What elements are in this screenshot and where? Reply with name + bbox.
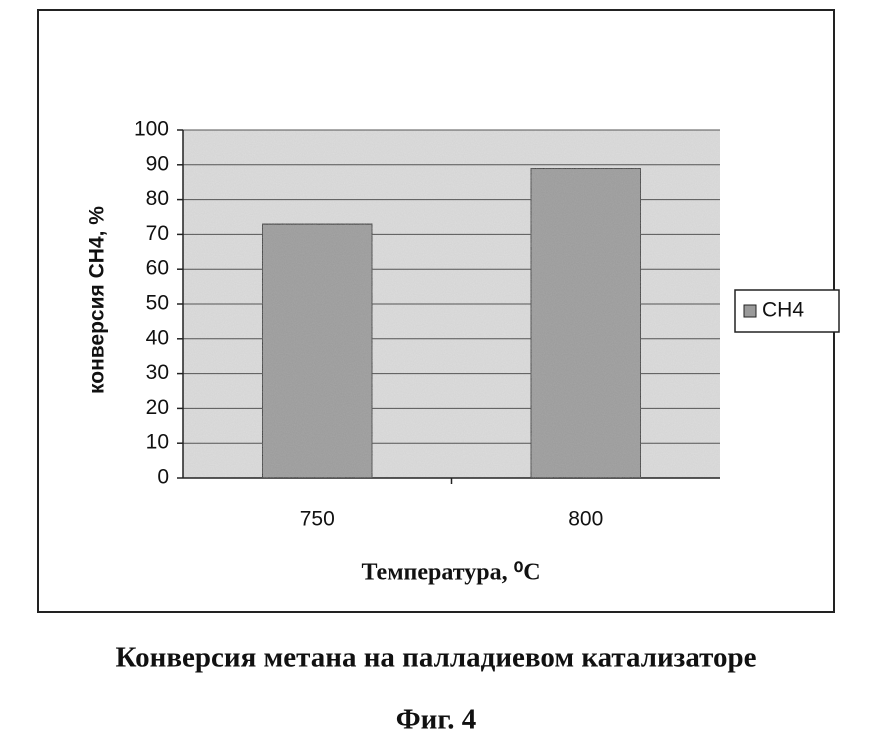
legend-swatch [744, 305, 756, 317]
y-tick-label: 70 [146, 222, 169, 245]
y-tick-label: 30 [146, 361, 169, 384]
bar [531, 168, 641, 478]
x-tick-label: 800 [568, 508, 603, 531]
figure-label: Фиг. 4 [396, 704, 477, 736]
x-tick-label: 750 [300, 508, 335, 531]
y-tick-label: 20 [146, 396, 169, 419]
y-axis-label: конверсия CH4, % [86, 206, 109, 394]
y-tick-label: 10 [146, 431, 169, 454]
y-tick-label: 100 [134, 118, 169, 141]
y-tick-label: 0 [157, 466, 169, 489]
legend-label: CH4 [762, 299, 804, 322]
chart: конверсия CH4, % Температура, ⁰C Конверс… [0, 0, 872, 740]
y-tick-label: 50 [146, 292, 169, 315]
y-tick-label: 40 [146, 326, 169, 349]
x-axis-label: Температура, ⁰C [361, 560, 540, 586]
caption: Конверсия метана на палладиевом катализа… [116, 642, 757, 674]
bar [262, 224, 372, 478]
y-tick-label: 90 [146, 152, 169, 175]
y-tick-label: 60 [146, 257, 169, 280]
y-tick-label: 80 [146, 187, 169, 210]
